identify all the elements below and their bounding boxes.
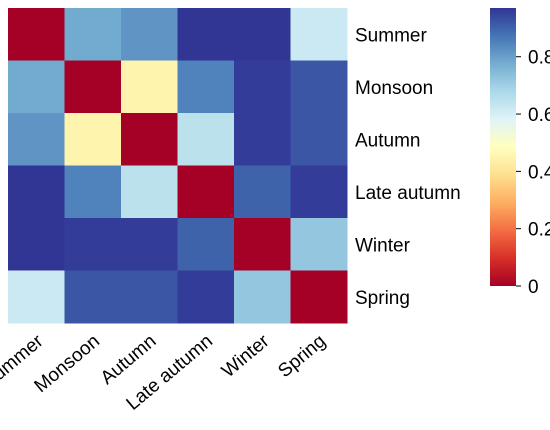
heatmap-cell-late-autumn-autumn (121, 165, 178, 219)
y-tick-label-spring: Spring (355, 288, 410, 309)
colorbar-ticks: 0 0.2 0.4 0.6 0.8 (516, 48, 550, 298)
colorbar-tick-label: 0.8 (528, 48, 550, 69)
heatmap-cell-summer-monsoon (64, 8, 122, 61)
y-tick-label-late-autumn: Late autumn (355, 183, 461, 204)
heatmap-cell-autumn-monsoon (64, 113, 122, 166)
heatmap-cell-winter-summer (8, 218, 65, 271)
heatmap-cell-monsoon-late-autumn (177, 60, 235, 114)
heatmap-cell-winter-autumn (121, 218, 178, 271)
heatmap-cell-autumn-spring (290, 113, 348, 166)
heatmap-cell-late-autumn-monsoon (64, 165, 122, 219)
heatmap-cell-monsoon-summer (8, 60, 65, 114)
heatmap-cell-winter-spring (290, 218, 348, 271)
heatmap-cell-spring-spring (290, 270, 348, 324)
heatmap-cell-monsoon-spring (290, 60, 348, 114)
heatmap-cell-monsoon-monsoon (64, 60, 122, 114)
heatmap-cell-winter-monsoon (64, 218, 122, 271)
heatmap-cell-winter-late-autumn (177, 218, 235, 271)
heatmap-cell-spring-monsoon (64, 270, 122, 324)
heatmap-cell-monsoon-autumn (121, 60, 178, 114)
y-tick-label-winter: Winter (355, 235, 411, 256)
heatmap-cell-summer-autumn (121, 8, 178, 61)
heatmap-cell-summer-winter (234, 8, 291, 61)
heatmap-cell-late-autumn-summer (8, 165, 65, 219)
heatmap-cell-winter-winter (234, 218, 291, 271)
y-tick-label-summer: Summer (355, 25, 427, 46)
y-tick-label-autumn: Autumn (355, 130, 420, 151)
heatmap-cell-summer-spring (290, 8, 348, 61)
colorbar-tick-label: 0.6 (528, 105, 550, 126)
heatmap-cell-late-autumn-winter (234, 165, 291, 219)
colorbar-tick-label: 0.4 (528, 162, 550, 183)
heatmap-cell-autumn-summer (8, 113, 65, 166)
y-axis-tick-labels: Summer Monsoon Autumn Late autumn Winter Spri… (355, 25, 461, 309)
heatmap-cell-autumn-autumn (121, 113, 178, 166)
heatmap-cell-autumn-late-autumn (177, 113, 235, 166)
colorbar-tick-label: 0.2 (528, 220, 550, 241)
heatmap-cell-spring-autumn (121, 270, 178, 324)
heatmap-cell-spring-winter (234, 270, 291, 324)
heatmap-cell-late-autumn-late-autumn (177, 165, 235, 219)
heatmap-cell-late-autumn-spring (290, 165, 348, 219)
heatmap-cell-summer-summer (8, 8, 65, 61)
x-tick-label-spring: Spring (274, 331, 330, 382)
x-tick-label-winter: Winter (218, 330, 274, 382)
heatmap-cells (8, 8, 348, 324)
heatmap-cell-spring-late-autumn (177, 270, 235, 324)
colorbar-tick-label: 0 (528, 277, 539, 298)
heatmap-cell-monsoon-winter (234, 60, 291, 114)
heatmap-cell-autumn-winter (234, 113, 291, 166)
y-tick-label-monsoon: Monsoon (355, 78, 433, 99)
heatmap-cell-summer-late-autumn (177, 8, 235, 61)
heatmap-cell-spring-summer (8, 270, 65, 324)
colorbar: 0 0.2 0.4 0.6 0.8 (490, 8, 550, 298)
colorbar-scale (490, 8, 516, 286)
